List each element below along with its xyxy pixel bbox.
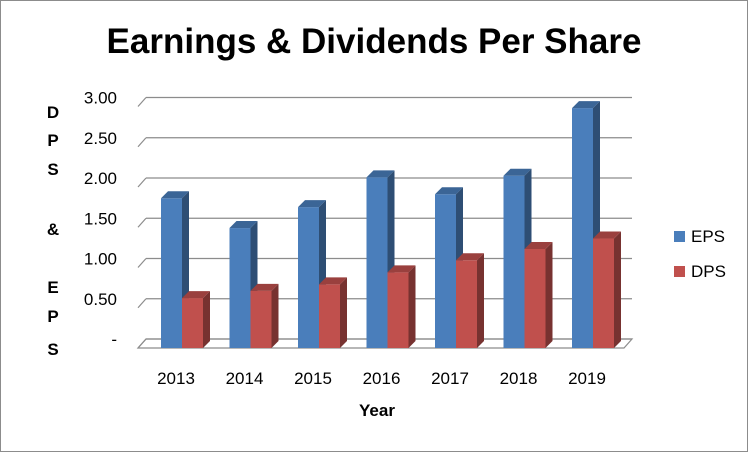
bar-side <box>545 241 553 348</box>
bar-front <box>319 284 340 348</box>
gridline-depth <box>137 137 147 148</box>
y-tick-labels: - 0.50 1.00 1.50 2.00 2.50 3.00 <box>84 89 117 350</box>
bar-dps-2018 <box>524 241 553 348</box>
bar-dps-2016 <box>387 265 416 348</box>
bar-top <box>366 170 395 178</box>
y-axis-label-char: P <box>47 307 58 326</box>
x-tick-label: 2016 <box>363 369 401 388</box>
x-tick-label: 2014 <box>226 369 264 388</box>
bar-front <box>298 207 319 348</box>
bar-front <box>229 228 251 348</box>
y-axis-label-char: P <box>47 131 58 150</box>
bar-top <box>503 168 532 176</box>
bar-top <box>524 241 553 249</box>
legend-swatch-eps <box>674 231 685 242</box>
bars <box>161 101 621 348</box>
bar-side <box>203 291 210 348</box>
y-axis-label: DPS&EPS <box>47 103 59 359</box>
bar-front <box>250 290 272 348</box>
bar-side <box>614 231 621 348</box>
bar-front <box>456 260 477 348</box>
legend-label-eps: EPS <box>691 227 725 246</box>
y-tick-label: 1.50 <box>84 209 117 228</box>
y-tick-label: - <box>111 330 117 349</box>
bar-top <box>593 231 621 239</box>
legend-label-dps: DPS <box>691 262 726 281</box>
y-axis-label-char: D <box>47 103 59 122</box>
x-tick-label: 2013 <box>157 369 195 388</box>
bar-dps-2014 <box>250 283 279 348</box>
x-tick-label: 2018 <box>500 369 538 388</box>
bar-top <box>387 265 416 273</box>
x-tick-labels: 2013 2014 2015 2016 2017 2018 2019 <box>157 369 606 388</box>
bar-top <box>572 101 600 109</box>
y-tick-label: 2.50 <box>84 129 117 148</box>
bar-dps-2019 <box>593 231 621 348</box>
gridline-depth <box>137 298 147 309</box>
bar-front <box>503 175 525 348</box>
x-tick-label: 2017 <box>431 369 469 388</box>
bar-dps-2017 <box>456 253 484 348</box>
bar-front <box>435 194 456 348</box>
y-tick-label: 0.50 <box>84 290 117 309</box>
bar-front <box>572 108 593 348</box>
bar-top <box>250 283 279 291</box>
bar-top <box>229 221 258 229</box>
bar-front <box>593 238 614 348</box>
bar-side <box>408 265 416 348</box>
y-axis-label-char: & <box>47 220 59 239</box>
bar-top <box>435 187 463 195</box>
bar-dps-2013 <box>182 291 210 348</box>
y-tick-label: 2.00 <box>84 169 117 188</box>
legend: EPS DPS <box>674 227 726 281</box>
gridline-depth <box>137 177 147 188</box>
legend-swatch-dps <box>674 266 685 277</box>
y-axis-label-char: S <box>47 160 58 179</box>
gridline-depth <box>137 258 147 268</box>
bar-front <box>182 298 203 348</box>
x-tick-label: 2015 <box>294 369 332 388</box>
bar-front <box>161 198 182 348</box>
bar-front <box>366 177 388 348</box>
bar-dps-2015 <box>319 277 347 348</box>
bar-side <box>340 277 347 348</box>
bar-front <box>524 248 546 348</box>
bar-front <box>387 272 409 348</box>
bar-top <box>161 191 189 199</box>
x-axis-label: Year <box>359 401 395 420</box>
x-tick-label: 2019 <box>568 369 606 388</box>
gridline-depth <box>137 97 147 107</box>
bar-side <box>271 283 279 348</box>
gridline-depth <box>137 217 147 228</box>
bar-top <box>182 291 210 299</box>
bar-top <box>456 253 484 261</box>
y-axis-label-char: E <box>47 278 58 297</box>
bar-top <box>319 277 347 285</box>
bar-top <box>298 200 326 208</box>
y-tick-label: 3.00 <box>84 89 117 108</box>
bar-side <box>477 253 484 348</box>
y-axis-label-char: S <box>47 340 58 359</box>
chart-title: Earnings & Dividends Per Share <box>107 22 642 61</box>
y-tick-label: 1.00 <box>84 250 117 269</box>
